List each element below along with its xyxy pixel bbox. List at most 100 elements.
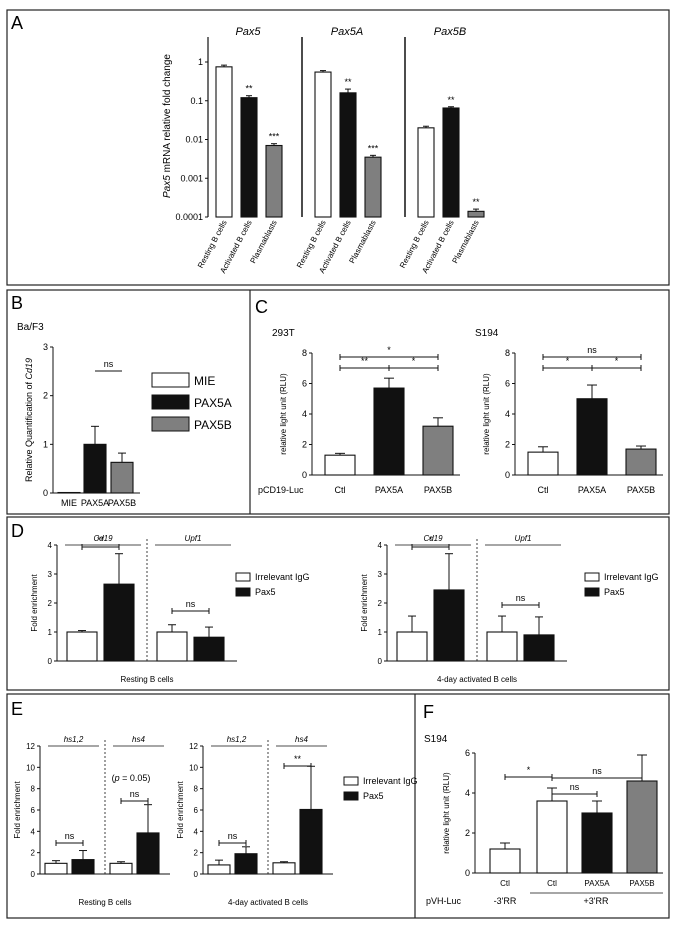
plots-layer: 1 0.1 0.01 0.001 0.0001 Pax5 mRNA relative fo… [13, 26, 663, 907]
panel-b-x-tick-label: MIE [61, 498, 77, 508]
panel-a-y-label-text: mRNA relative fold change [162, 54, 173, 176]
panel-label-a: A [11, 13, 23, 33]
panel-a-bar [240, 97, 258, 218]
panel-d2-legend-swatch [584, 572, 600, 582]
panel-d1-bar [156, 631, 188, 662]
panel-d2-legend-label: Irrelevant IgG [604, 572, 659, 582]
panel-b-legend-swatch [151, 394, 190, 410]
panel-d1-y-tick-label: 4 [48, 541, 53, 550]
panel-c1-bar [324, 454, 356, 476]
panel-d2-legend-label: Pax5 [604, 587, 625, 597]
panel-d1-y-label: Fold enrichment [30, 574, 39, 632]
panel-c2-y-tick-label: 6 [505, 379, 510, 389]
panel-d1-bar [66, 631, 98, 662]
panel-e2-legend-label: Irrelevant IgG [363, 776, 418, 786]
panel-d1-gene-label: Upf1 [185, 534, 202, 543]
panel-label-f: F [423, 702, 434, 722]
panel-b-legend-label: MIE [194, 374, 215, 388]
panel-label-d: D [11, 521, 24, 541]
panel-e2-x-label: 4-day activated B cells [228, 898, 308, 907]
panel-b-bar [110, 461, 134, 494]
panel-e2-bar [207, 864, 231, 875]
panel-e2-bar [299, 808, 323, 875]
panel-a-bar [265, 144, 283, 218]
panel-c1-y-tick-label: 4 [302, 409, 307, 419]
panel-e1-y-tick-label: 6 [31, 806, 36, 815]
panel-d-frame [6, 516, 670, 691]
panel-a-sig-label: ** [245, 84, 253, 94]
panel-f-sig-label: * [527, 765, 531, 775]
panel-c2-sig-label: ns [587, 345, 597, 355]
panel-f-y-tick-label: 6 [465, 748, 470, 758]
panel-e1-bar [44, 862, 68, 875]
panel-e1-y-tick-label: 12 [26, 742, 35, 751]
panel-d1-gene-label: Cd19 [93, 534, 113, 543]
panel-c1-y-tick-label: 2 [302, 440, 307, 450]
panel-a-sig-label: ** [447, 95, 455, 105]
panel-e2-sig-label: ns [228, 831, 238, 841]
panel-label-e: E [11, 699, 23, 719]
panel-e2-bar [272, 862, 296, 875]
panel-ef-frame [6, 693, 670, 919]
panel-e1-p-value-note: (p = 0.05) [112, 773, 151, 783]
panel-a-y-label: Pax5 mRNA relative fold change [162, 54, 173, 198]
panel-c2-sig-label: * [566, 356, 570, 366]
panel-f-bar [626, 780, 658, 874]
panel-d1-legend-label: Irrelevant IgG [255, 572, 310, 582]
panel-f-sig-label: ns [592, 766, 602, 776]
panel-b-bar [83, 443, 107, 494]
panel-a-x-tick-label: Plasmablasts [347, 219, 377, 265]
panel-c1-y-tick-label: 0 [302, 470, 307, 480]
panel-a-y-label-gene: Pax5 [162, 175, 173, 198]
panel-d2-bar [523, 634, 555, 662]
panel-c2-y-tick-label: 8 [505, 348, 510, 358]
panel-c2-sig-label: * [615, 356, 619, 366]
panel-d2-bar [396, 631, 428, 662]
panel-e1-x-label: Resting B cells [79, 898, 132, 907]
panel-e1-y-tick-label: 8 [31, 785, 36, 794]
panel-e2-bar [234, 853, 258, 875]
panel-b-legend-swatch [151, 416, 190, 432]
panel-e2-y-tick-label: 0 [194, 870, 199, 879]
panel-a-bar [339, 92, 357, 218]
panel-d2-bar [486, 631, 518, 662]
panel-e1-p-value-part: = 0.05) [120, 773, 151, 783]
panel-d2-y-tick-label: 3 [378, 570, 383, 579]
panel-c1-sig-label: ** [361, 356, 369, 366]
panel-c1-y-tick-label: 6 [302, 379, 307, 389]
panel-d1-legend-swatch [235, 572, 251, 582]
panel-a-y-tick-label: 0.0001 [175, 212, 203, 222]
panel-e1-bar [109, 862, 133, 875]
panel-d1-y-tick-label: 0 [48, 657, 53, 666]
panel-d2-y-tick-label: 2 [378, 599, 383, 608]
panel-c1-x-tick-label: PAX5B [424, 485, 452, 495]
panel-a-bar [467, 210, 485, 218]
panel-b-sig-label: ns [104, 359, 114, 369]
panel-d1-y-tick-label: 3 [48, 570, 53, 579]
panel-f-x-tick-label: Ctl [547, 879, 557, 888]
panel-c2-y-tick-label: 0 [505, 470, 510, 480]
panel-b-subtitle: Ba/F3 [17, 322, 44, 333]
panel-a-bar [442, 107, 460, 218]
panel-b-x-tick-label: PAX5A [81, 498, 109, 508]
panel-e1-y-tick-label: 2 [31, 849, 36, 858]
panel-e1-p-value-part: p [114, 773, 120, 783]
panel-e2-sig-label: ** [294, 754, 302, 764]
panel-e1-p-value-part: ( [112, 773, 115, 783]
panel-e2-y-tick-label: 6 [194, 806, 199, 815]
panel-d1-bar [193, 636, 225, 662]
panel-d2-y-tick-label: 4 [378, 541, 383, 550]
panel-b-y-tick-label: 1 [43, 439, 48, 449]
panel-f-group-label: -3'RR [494, 896, 517, 906]
panel-c1-subtitle: 293T [272, 328, 295, 339]
panel-a-group-title: Pax5A [331, 26, 363, 38]
panel-c2-bar [576, 398, 608, 476]
panel-d2-y-label: Fold enrichment [360, 574, 369, 632]
panel-d1-x-label: Resting B cells [121, 675, 174, 684]
panel-f-y-tick-label: 4 [465, 788, 470, 798]
panel-b-y-tick-label: 3 [43, 342, 48, 352]
panel-e2-gene-label: hs4 [295, 735, 308, 744]
panel-f-x-tick-label: PAX5A [584, 879, 610, 888]
panel-e1-bar [136, 832, 160, 875]
